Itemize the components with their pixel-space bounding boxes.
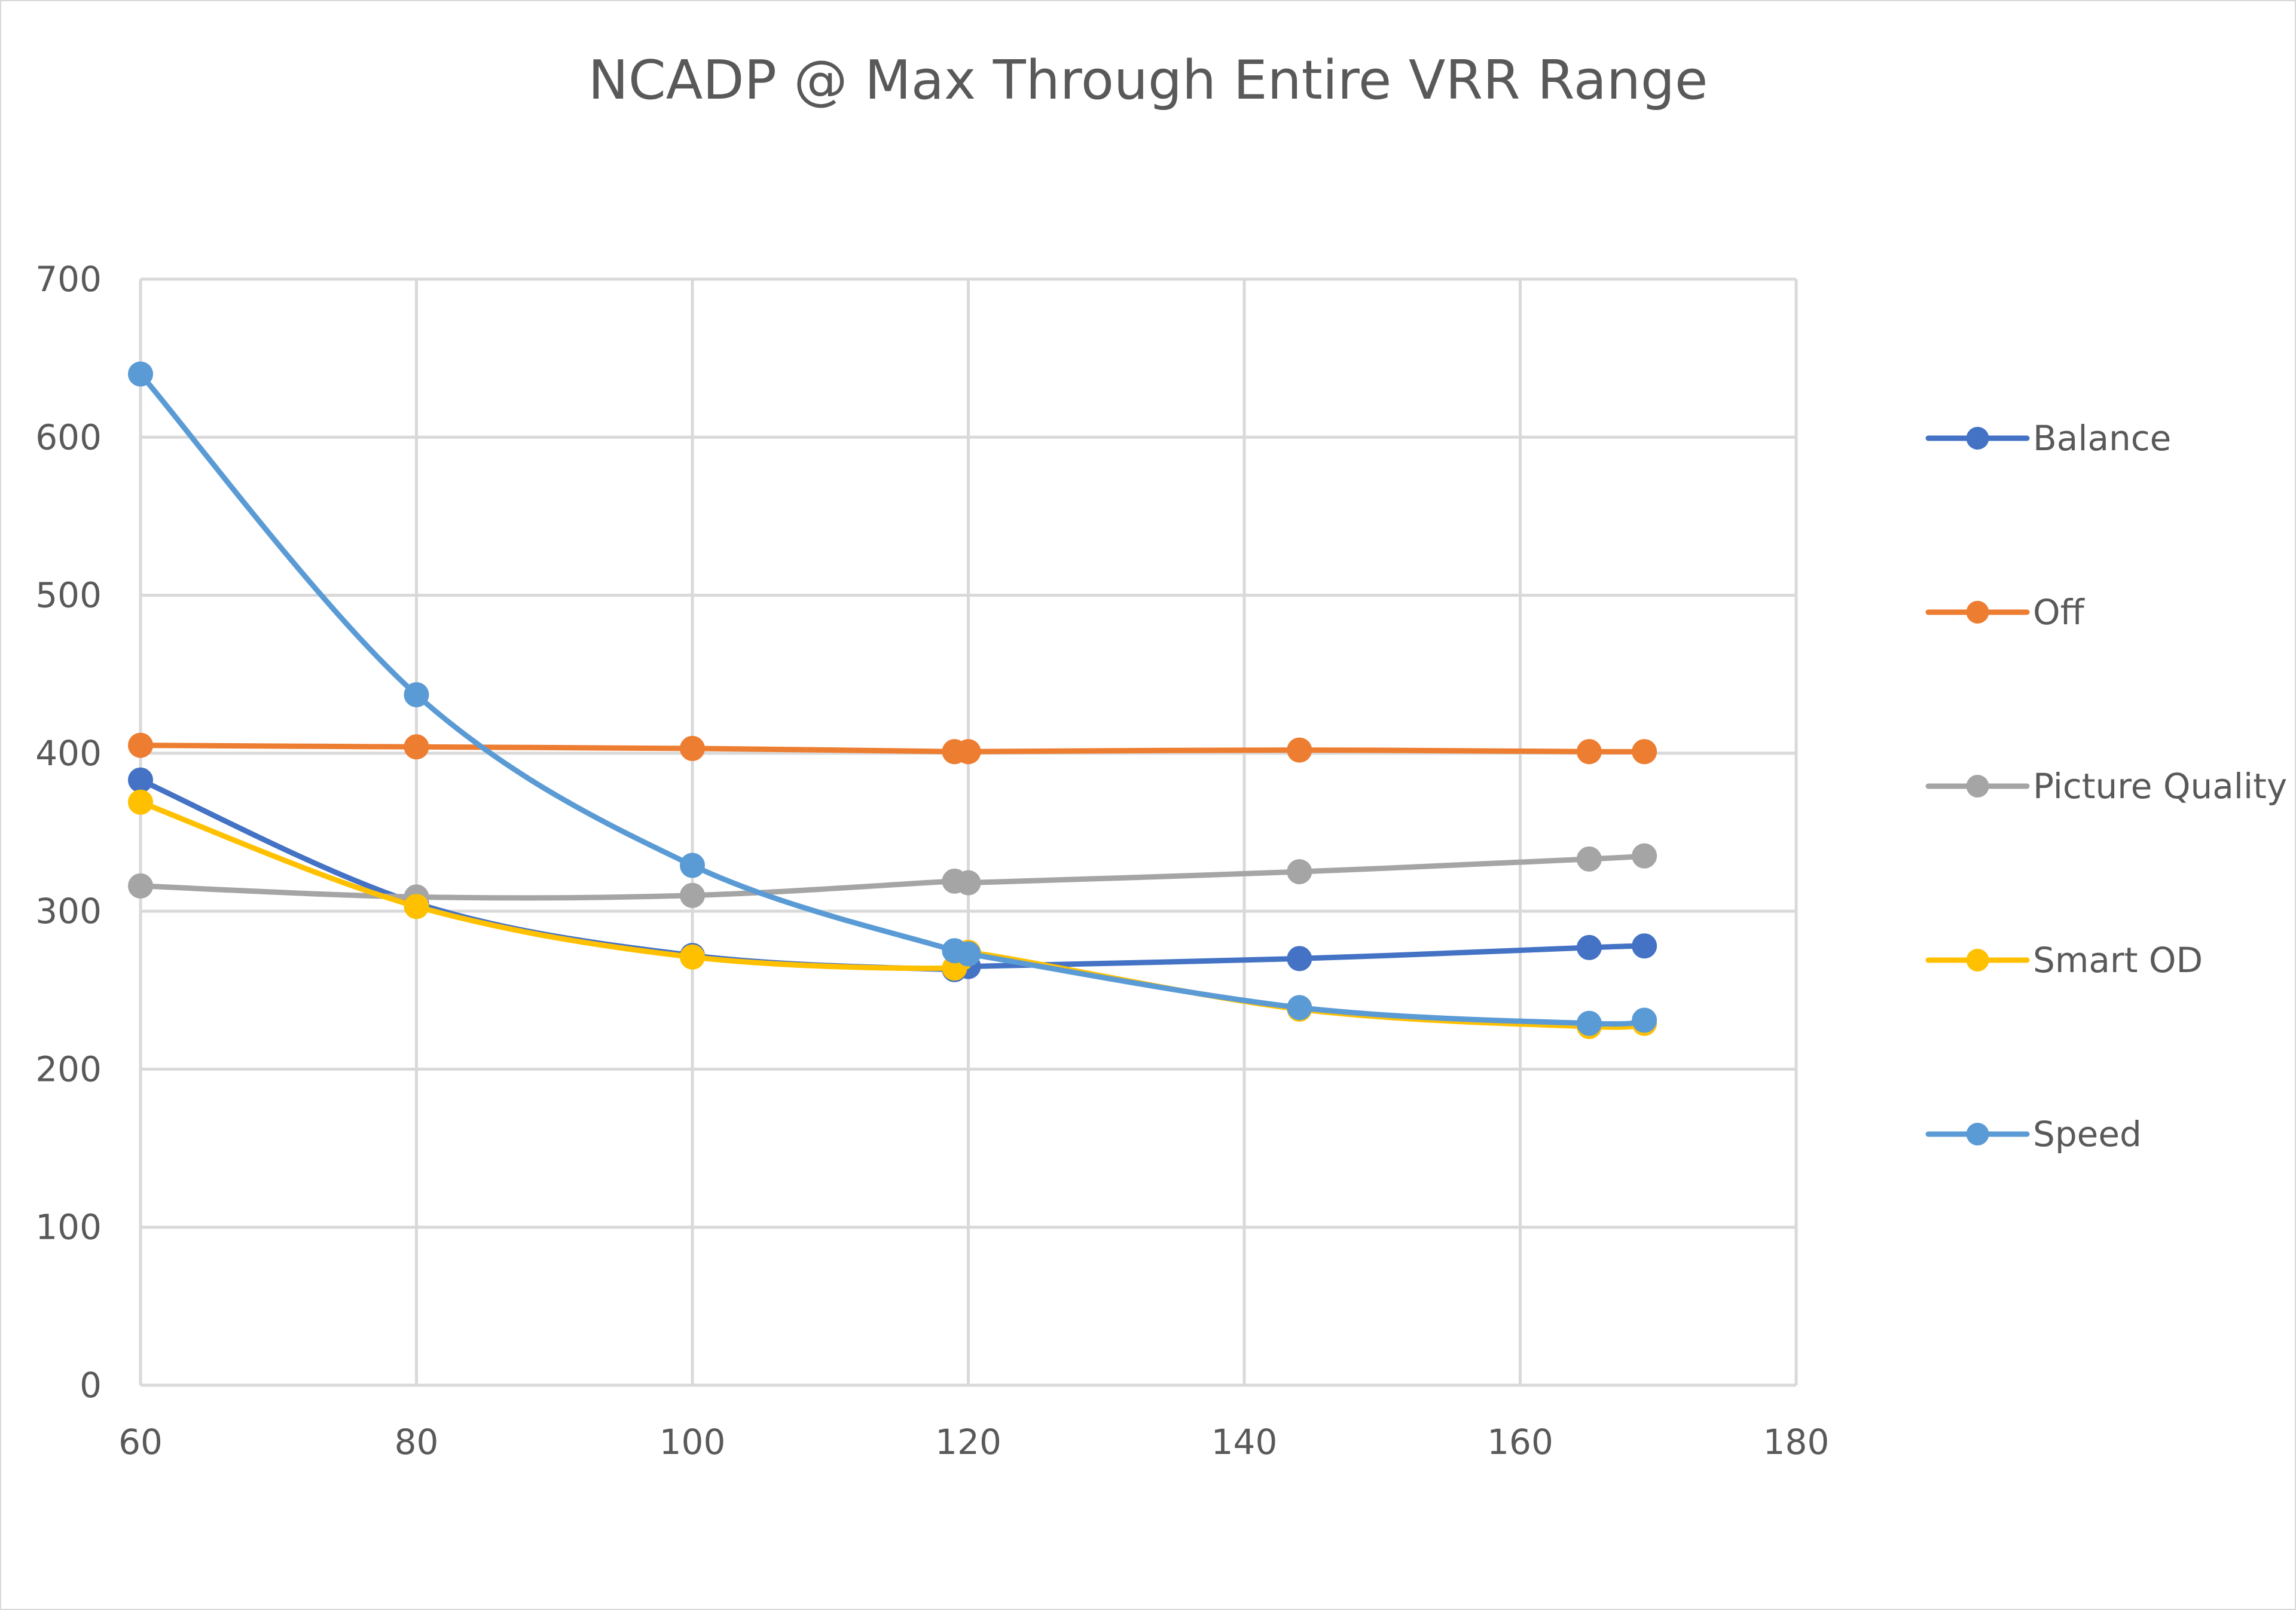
gridlines xyxy=(139,277,1798,1387)
legend-item-off: Off xyxy=(1925,592,2086,633)
data-point-speed xyxy=(1632,1007,1657,1033)
legend-label: Balance xyxy=(2033,418,2171,459)
x-tick-label: 80 xyxy=(395,1422,439,1462)
data-point-off xyxy=(955,739,981,765)
legend-item-smart-od: Smart OD xyxy=(1925,940,2203,980)
series-smart-od xyxy=(128,789,1657,1040)
data-point-off xyxy=(1632,739,1657,765)
series-line-off xyxy=(138,743,1647,755)
y-tick-label: 400 xyxy=(35,733,102,774)
x-tick-label: 60 xyxy=(118,1422,163,1462)
y-tick-label: 700 xyxy=(35,259,102,300)
legend-item-balance: Balance xyxy=(1925,418,2171,459)
data-point-balance xyxy=(1632,933,1657,959)
data-point-off xyxy=(404,734,429,760)
data-point-speed xyxy=(128,361,153,387)
data-point-speed xyxy=(1287,995,1312,1021)
legend-marker-icon xyxy=(1966,601,1989,624)
data-point-picture-quality xyxy=(1632,843,1657,869)
y-tick-label: 600 xyxy=(35,417,102,457)
tick-labels: 0 100 200 300 400 500 600 700 60 80 100 120 140 160 18… xyxy=(35,259,1829,1462)
data-point-smart-od xyxy=(128,789,153,815)
data-point-off xyxy=(128,732,153,758)
data-point-picture-quality xyxy=(1287,859,1312,885)
data-point-picture-quality xyxy=(680,882,705,908)
data-point-balance xyxy=(128,767,153,793)
legend-item-speed: Speed xyxy=(1925,1114,2142,1154)
y-tick-label: 100 xyxy=(35,1207,102,1248)
legend-marker-icon xyxy=(1966,1123,1989,1145)
y-tick-label: 300 xyxy=(35,891,102,931)
y-tick-label: 500 xyxy=(35,575,102,616)
data-point-speed xyxy=(404,682,429,708)
series-balance xyxy=(128,767,1657,982)
data-point-off xyxy=(680,735,705,761)
data-point-speed xyxy=(680,853,705,878)
data-point-speed xyxy=(1576,1010,1602,1036)
legend-item-picture-quality: Picture Quality xyxy=(1925,766,2287,806)
data-point-picture-quality xyxy=(1576,846,1602,872)
legend-marker-icon xyxy=(1966,775,1989,798)
y-tick-label: 200 xyxy=(35,1049,102,1089)
series-line-smart-od xyxy=(138,799,1647,1030)
chart-title: NCADP @ Max Through Entire VRR Range xyxy=(588,49,1708,112)
x-tick-label: 100 xyxy=(660,1422,726,1462)
series-lines xyxy=(128,361,1657,1040)
data-point-balance xyxy=(1287,946,1312,972)
series-picture-quality xyxy=(128,843,1657,910)
data-point-off xyxy=(1576,739,1602,765)
data-point-picture-quality xyxy=(955,870,981,896)
legend-marker-icon xyxy=(1966,427,1989,450)
data-point-picture-quality xyxy=(128,873,153,899)
series-off xyxy=(128,732,1657,765)
y-tick-label: 0 xyxy=(80,1365,102,1406)
series-line-balance xyxy=(138,777,1647,973)
series-line-speed xyxy=(138,371,1647,1027)
legend-label: Speed xyxy=(2033,1114,2142,1154)
x-tick-label: 120 xyxy=(935,1422,1002,1462)
legend-label: Picture Quality xyxy=(2033,766,2287,806)
x-tick-label: 180 xyxy=(1763,1422,1830,1462)
data-point-smart-od xyxy=(680,944,705,970)
data-point-speed xyxy=(955,941,981,967)
data-point-off xyxy=(1287,737,1312,763)
x-tick-label: 160 xyxy=(1487,1422,1553,1462)
legend-label: Smart OD xyxy=(2033,940,2203,980)
legend-label: Off xyxy=(2033,592,2086,633)
legend: Balance Off Picture Quality Smart OD Speed xyxy=(1925,418,2287,1154)
data-point-smart-od xyxy=(404,894,429,919)
x-tick-label: 140 xyxy=(1211,1422,1278,1462)
series-speed xyxy=(128,361,1657,1036)
legend-marker-icon xyxy=(1966,949,1989,972)
data-point-balance xyxy=(1576,934,1602,960)
